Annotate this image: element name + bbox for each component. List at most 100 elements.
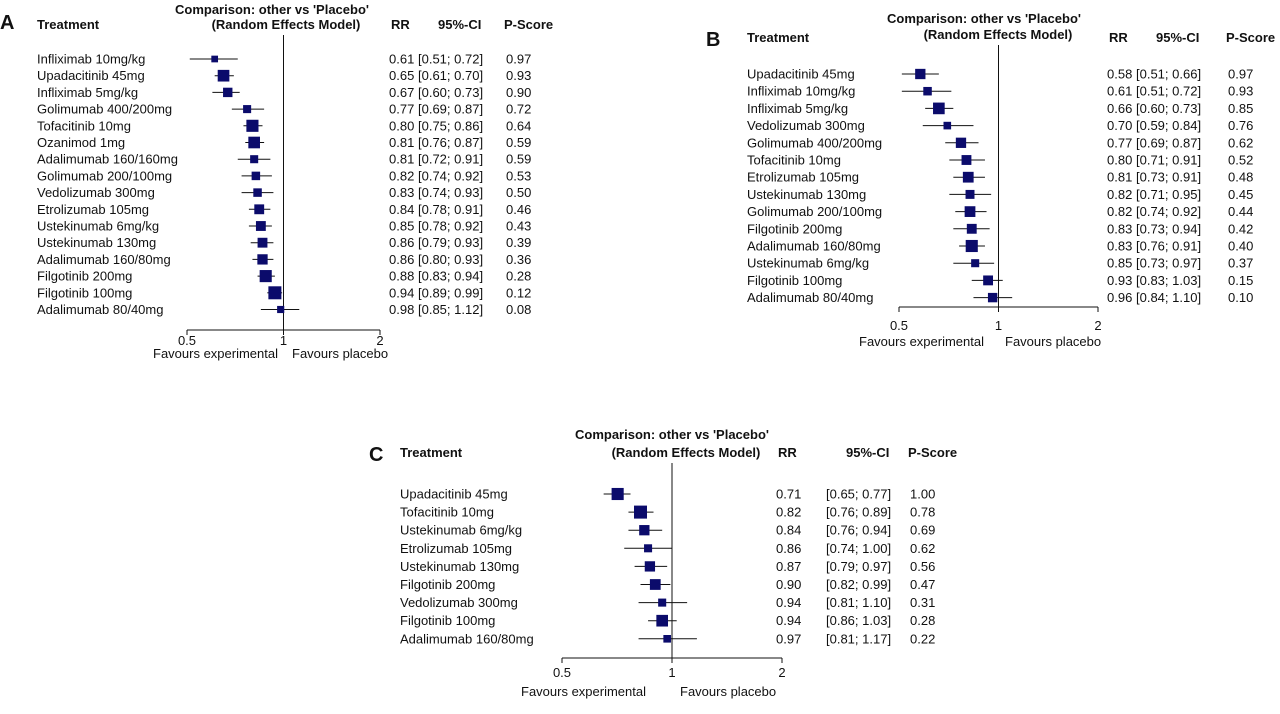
point-estimate	[663, 635, 671, 643]
rr-value: 0.94	[776, 613, 801, 628]
treatment-label: Golimumab 400/200mg	[37, 102, 172, 117]
rr-value: 0.70	[1107, 118, 1132, 133]
pscore-value: 0.64	[506, 118, 531, 133]
ci-value: [0.80; 0.93]	[418, 252, 483, 267]
point-estimate	[962, 171, 974, 183]
rr-value: 0.80	[389, 118, 414, 133]
ci-value: [0.79; 0.93]	[418, 235, 483, 250]
rr-value: 0.61	[389, 52, 414, 67]
pscore-value: 0.78	[910, 505, 935, 520]
point-estimate	[656, 614, 669, 627]
point-estimate	[251, 171, 261, 181]
point-estimate	[644, 544, 653, 553]
rr-value: 0.83	[1107, 221, 1132, 236]
point-estimate	[644, 561, 656, 572]
pscore-value: 0.43	[506, 219, 531, 234]
treatment-label: Infliximab 10mg/kg	[747, 84, 855, 99]
pscore-value: 0.31	[910, 595, 935, 610]
ci-value: [0.60; 0.73]	[418, 85, 483, 100]
panel-label: A	[0, 12, 14, 34]
rr-value: 0.81	[1107, 170, 1132, 185]
treatment-label: Golimumab 200/100mg	[37, 168, 172, 183]
comparison-title: Comparison: other vs 'Placebo'	[575, 427, 769, 442]
ci-value: [0.78; 0.91]	[418, 202, 483, 217]
rr-value: 0.90	[776, 577, 801, 592]
rr-value: 0.85	[1107, 256, 1132, 271]
ci-value: [0.78; 0.92]	[418, 219, 483, 234]
rr-value: 0.82	[776, 505, 801, 520]
rr-value: 0.94	[389, 285, 414, 300]
treatment-label: Adalimumab 160/80mg	[37, 252, 171, 267]
pscore-value: 0.37	[1228, 256, 1253, 271]
rr-value: 0.88	[389, 269, 414, 284]
point-estimate	[243, 105, 252, 114]
point-estimate	[961, 155, 972, 165]
rr-value: 0.82	[389, 168, 414, 183]
ci-value: [0.76; 0.94]	[826, 523, 891, 538]
point-estimate	[611, 487, 624, 501]
treatment-label: Vedolizumab 300mg	[747, 118, 865, 133]
point-estimate	[250, 155, 259, 164]
pscore-value: 0.22	[910, 631, 935, 646]
treatment-label: Adalimumab 80/40mg	[747, 290, 873, 305]
ci-value: [0.74; 0.93]	[418, 185, 483, 200]
rr-header: RR	[778, 445, 797, 460]
ci-value: [0.69; 0.87]	[1136, 135, 1201, 150]
ci-value: [0.51; 0.72]	[1136, 84, 1201, 99]
rr-value: 0.81	[389, 152, 414, 167]
point-estimate	[971, 259, 980, 268]
treatment-label: Filgotinib 100mg	[400, 613, 495, 628]
point-estimate	[277, 305, 285, 314]
ci-value: [0.89; 0.99]	[418, 285, 483, 300]
point-estimate	[658, 598, 667, 607]
point-estimate	[966, 223, 977, 234]
ci-value: [0.81; 1.17]	[826, 631, 891, 646]
ci-value: [0.72; 0.91]	[418, 152, 483, 167]
comparison-title: Comparison: other vs 'Placebo'	[175, 2, 369, 17]
pscore-value: 0.28	[910, 613, 935, 628]
pscore-value: 0.69	[910, 523, 935, 538]
treatment-label: Adalimumab 160/80mg	[400, 631, 534, 646]
model-subtitle: (Random Effects Model)	[612, 445, 761, 460]
rr-value: 0.93	[1107, 273, 1132, 288]
pscore-value: 0.53	[506, 168, 531, 183]
treatment-header: Treatment	[747, 30, 810, 45]
rr-value: 0.96	[1107, 290, 1132, 305]
rr-value: 0.97	[776, 631, 801, 646]
pscore-value: 0.59	[506, 152, 531, 167]
ci-value: [0.84; 1.10]	[1136, 290, 1201, 305]
x-tick-label: 1	[280, 333, 287, 348]
favours-experimental-label: Favours experimental	[521, 684, 646, 699]
pscore-value: 0.59	[506, 135, 531, 150]
rr-value: 0.80	[1107, 153, 1132, 168]
ci-value: [0.71; 0.95]	[1136, 187, 1201, 202]
point-estimate	[915, 68, 926, 80]
rr-value: 0.86	[776, 541, 801, 556]
favours-placebo-label: Favours placebo	[680, 684, 776, 699]
treatment-label: Filgotinib 100mg	[37, 285, 132, 300]
point-estimate	[255, 221, 266, 231]
point-estimate	[943, 121, 952, 130]
ci-value: [0.69; 0.87]	[418, 102, 483, 117]
ci-header: 95%-CI	[1156, 30, 1199, 45]
point-estimate	[965, 189, 975, 199]
treatment-label: Adalimumab 160/160mg	[37, 152, 178, 167]
point-estimate	[246, 119, 259, 132]
pscore-value: 0.47	[910, 577, 935, 592]
rr-value: 0.87	[776, 559, 801, 574]
pscore-value: 0.93	[1228, 84, 1253, 99]
x-tick-label: 2	[778, 665, 785, 680]
ci-value: [0.61; 0.70]	[418, 68, 483, 83]
treatment-label: Tofacitinib 10mg	[37, 118, 131, 133]
ci-value: [0.85; 1.12]	[418, 302, 483, 317]
point-estimate	[983, 275, 994, 286]
panel-label: B	[706, 29, 720, 51]
point-estimate	[257, 254, 268, 265]
rr-value: 0.66	[1107, 101, 1132, 116]
rr-value: 0.84	[776, 523, 801, 538]
ci-value: [0.74; 0.92]	[418, 168, 483, 183]
treatment-label: Golimumab 200/100mg	[747, 204, 882, 219]
ci-value: [0.76; 0.89]	[826, 505, 891, 520]
ci-value: [0.76; 0.87]	[418, 135, 483, 150]
pscore-value: 0.10	[1228, 290, 1253, 305]
